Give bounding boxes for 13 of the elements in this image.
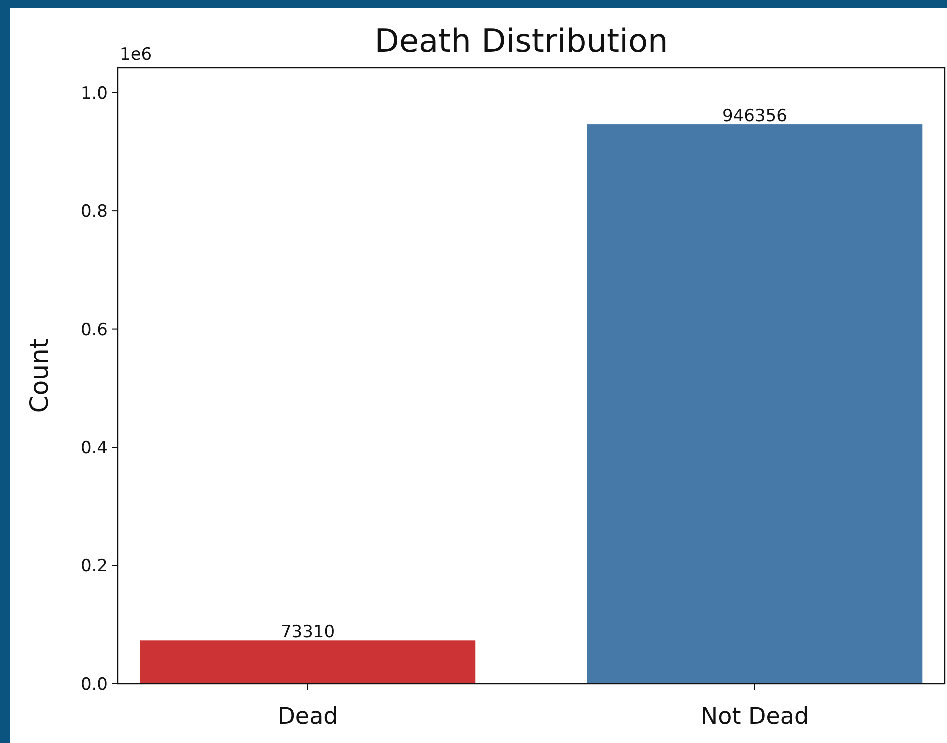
- y-axis-title: Count: [25, 338, 54, 414]
- y-tick-label: 1.0: [80, 84, 108, 104]
- text: 1e6: [120, 45, 152, 65]
- y-tick-label: 0.6: [80, 320, 108, 340]
- y-tick-label: 0.4: [80, 438, 108, 458]
- annotation: 73310: [280, 622, 336, 643]
- x-tick-label: Dead: [278, 704, 338, 730]
- x-tick-label: Not Dead: [700, 704, 810, 730]
- y-tick-label: 0.2: [80, 556, 108, 577]
- annotation: 946356: [722, 106, 788, 127]
- chart-title: Death Distribution: [374, 22, 668, 60]
- y-tick-label: 0.8: [80, 202, 108, 222]
- y-tick-label: 0.0: [80, 674, 108, 695]
